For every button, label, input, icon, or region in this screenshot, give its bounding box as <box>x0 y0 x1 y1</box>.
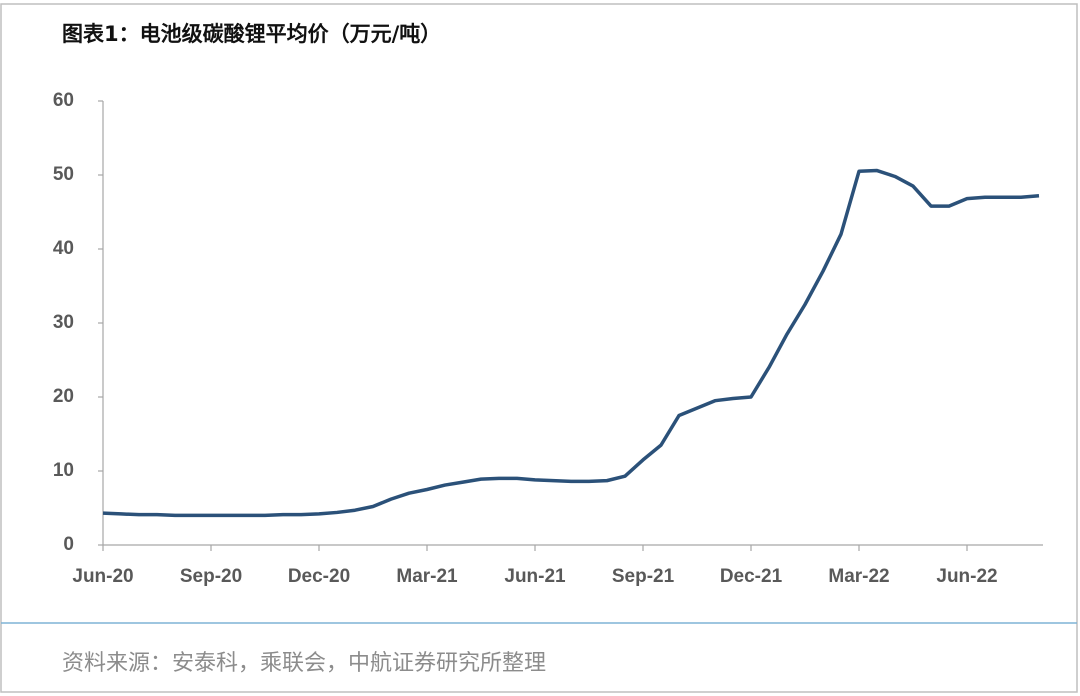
y-tick-label: 50 <box>53 164 74 185</box>
y-tick-label: 60 <box>53 90 74 111</box>
chart-title: 图表1：电池级碳酸锂平均价（万元/吨） <box>62 22 441 46</box>
x-tick-label: Jun-20 <box>72 566 133 587</box>
y-tick-label: 30 <box>53 312 74 333</box>
x-tick-label: Sep-20 <box>180 566 242 587</box>
frame <box>0 3 1078 693</box>
price-line <box>102 168 1040 518</box>
y-tick-label: 40 <box>53 238 74 259</box>
x-tick-label: Sep-21 <box>612 566 675 587</box>
y-tick-label: 10 <box>53 460 74 481</box>
source-note: 资料来源：安泰科，乘联会，中航证券研究所整理 <box>62 651 546 676</box>
x-tick-label: Dec-21 <box>720 566 783 587</box>
y-tick-label: 0 <box>63 534 74 555</box>
x-tick-label: Mar-22 <box>828 566 889 587</box>
y-tick-label: 20 <box>53 386 74 407</box>
x-tick-label: Dec-20 <box>288 566 350 587</box>
x-tick-label: Jun-21 <box>504 566 566 587</box>
x-tick-label: Jun-22 <box>936 566 997 587</box>
x-tick-label: Mar-21 <box>396 566 458 587</box>
